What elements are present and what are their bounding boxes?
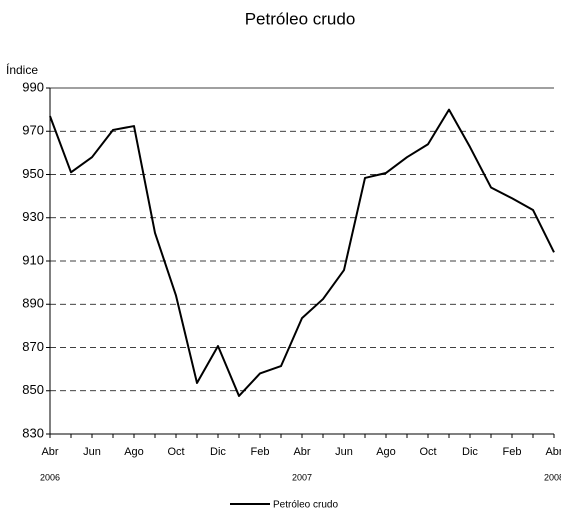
year-label: 2006 [40,472,60,482]
chart-title: Petróleo crudo [245,9,356,28]
y-tick-label: 830 [22,425,44,440]
y-tick-label: 950 [22,166,44,181]
year-label: 2007 [292,472,312,482]
x-tick-label: Abr [293,446,310,458]
line-series [49,108,555,397]
y-tick-label: 850 [22,382,44,397]
year-label: 2008 [544,472,561,482]
x-tick-label: Oct [419,446,436,458]
x-tick-label: Feb [503,446,522,458]
x-tick-label: Jun [83,446,101,458]
y-axis-label: Índice [6,62,38,77]
x-tick-label: Jun [335,446,353,458]
x-tick-label: Ago [376,446,396,458]
x-tick-label: Oct [167,446,184,458]
y-tick-label: 930 [22,209,44,224]
x-tick-label: Abr [41,446,58,458]
y-tick-label: 910 [22,252,44,267]
x-tick-label: Dic [462,446,478,458]
y-tick-label: 870 [22,339,44,354]
y-tick-label: 990 [22,79,44,94]
x-tick-label: Feb [251,446,270,458]
x-tick-label: Dic [210,446,226,458]
x-tick-label: Abr [545,446,561,458]
y-tick-label: 890 [22,296,44,311]
legend-label: Petróleo crudo [273,500,338,511]
y-tick-label: 970 [22,123,44,138]
x-tick-label: Ago [124,446,144,458]
